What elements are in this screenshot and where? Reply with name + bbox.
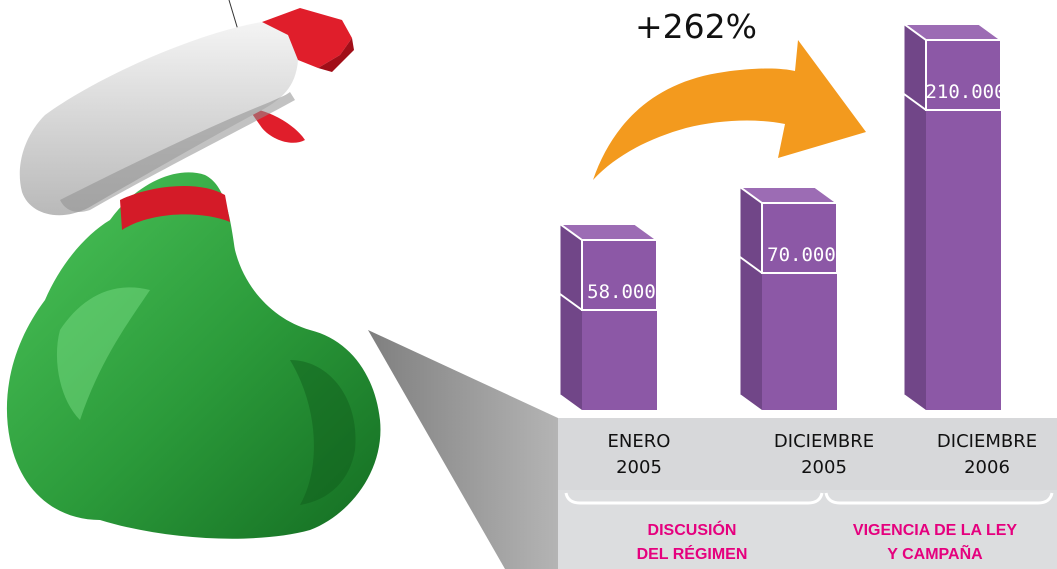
bottle-body	[6, 172, 381, 539]
bar-side	[740, 187, 762, 410]
bar-2: 70.000	[736, 186, 841, 410]
growth-arrow	[593, 40, 866, 180]
bars-layer: 58.000 70.000 210.000	[556, 23, 1006, 410]
value-label-box	[581, 239, 658, 311]
spray-head	[19, 21, 299, 216]
bar-front	[582, 240, 657, 410]
bar-side	[560, 224, 582, 410]
growth-headline: +262%	[635, 7, 757, 46]
red-collar	[120, 185, 230, 230]
group-labels: DISCUSIÓN DEL RÉGIMEN VIGENCIA DE LA LEY Y …	[637, 520, 1018, 563]
value-label: 70.000	[767, 244, 836, 266]
value-label-box	[925, 39, 1002, 111]
group-label-line1: DISCUSIÓN	[648, 520, 737, 539]
value-label-box	[761, 202, 838, 274]
group-label-line2: Y CAMPAÑA	[887, 543, 983, 563]
category-label-line2: 2005	[616, 457, 662, 478]
category-label-line1: DICIEMBRE	[774, 431, 874, 452]
category-labels: ENERO 2005 DICIEMBRE 2005 DICIEMBRE 2006	[608, 431, 1038, 478]
value-label: 210.000	[925, 81, 1005, 103]
bar-1: 58.000	[556, 223, 661, 410]
category-label-line2: 2006	[964, 457, 1010, 478]
bar-side	[904, 24, 926, 410]
bar-front	[762, 203, 837, 410]
bar-front	[926, 40, 1001, 410]
group-bracket-1	[564, 492, 824, 505]
category-label-line2: 2005	[801, 457, 847, 478]
category-label-line1: ENERO	[608, 431, 671, 452]
spray-bottle-illustration	[6, 0, 381, 539]
category-label-line1: DICIEMBRE	[937, 431, 1037, 452]
bar-3: 210.000	[900, 23, 1006, 410]
group-label-line1: VIGENCIA DE LA LEY	[853, 522, 1017, 539]
group-bracket-2	[824, 492, 1054, 505]
value-label: 58.000	[587, 281, 656, 303]
group-label-line2: DEL RÉGIMEN	[637, 544, 748, 563]
pointer-shadow	[368, 330, 558, 569]
nozzle	[262, 8, 352, 68]
